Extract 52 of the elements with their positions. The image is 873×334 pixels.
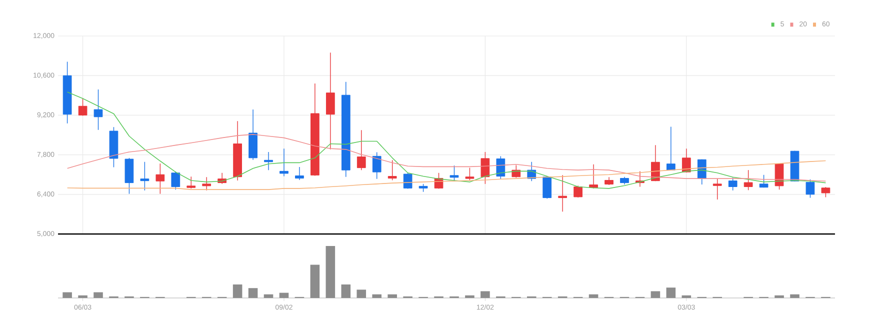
bar (682, 295, 692, 298)
bar (232, 284, 242, 298)
candlestick (186, 176, 196, 189)
candlestick (450, 165, 459, 182)
bar (248, 288, 258, 298)
candlestick (156, 163, 165, 194)
candlestick (682, 148, 691, 173)
candlestick (295, 166, 304, 180)
candlestick (728, 177, 738, 191)
candlestick (480, 152, 490, 184)
candlestick (465, 167, 474, 181)
candlestick (512, 164, 521, 178)
candlestick (744, 170, 753, 190)
bar (62, 292, 72, 298)
bar (372, 294, 382, 298)
bar (650, 291, 660, 298)
candlestick (280, 148, 288, 177)
bar (279, 292, 289, 298)
candlestick (558, 174, 568, 212)
candlestick (496, 156, 506, 180)
candlestick (759, 174, 768, 188)
bar (465, 295, 474, 298)
bar (356, 290, 366, 298)
bar (341, 284, 351, 298)
candlestick (171, 171, 180, 190)
candlestick (372, 152, 382, 180)
candlestick (542, 176, 552, 199)
bar (388, 294, 397, 298)
bar (666, 288, 676, 298)
candlestick (202, 176, 212, 191)
candlestick (356, 130, 366, 170)
candlestick (326, 52, 335, 150)
candlestick (78, 98, 88, 116)
candlestick (94, 89, 103, 130)
bar (94, 292, 103, 298)
bar (480, 291, 490, 298)
candlestick (666, 126, 676, 171)
candlestick (806, 179, 815, 198)
candlestick (589, 164, 598, 189)
bar (310, 264, 320, 298)
candlestick (124, 158, 134, 194)
candlestick (388, 160, 397, 181)
bar (326, 246, 336, 298)
bar (774, 295, 784, 298)
candlestick (140, 162, 150, 191)
bar (790, 294, 800, 298)
candlestick (264, 152, 273, 170)
bar (264, 294, 274, 298)
bar (78, 295, 88, 298)
bar (588, 294, 598, 298)
candlestick (712, 178, 722, 200)
candlestick (821, 186, 830, 198)
